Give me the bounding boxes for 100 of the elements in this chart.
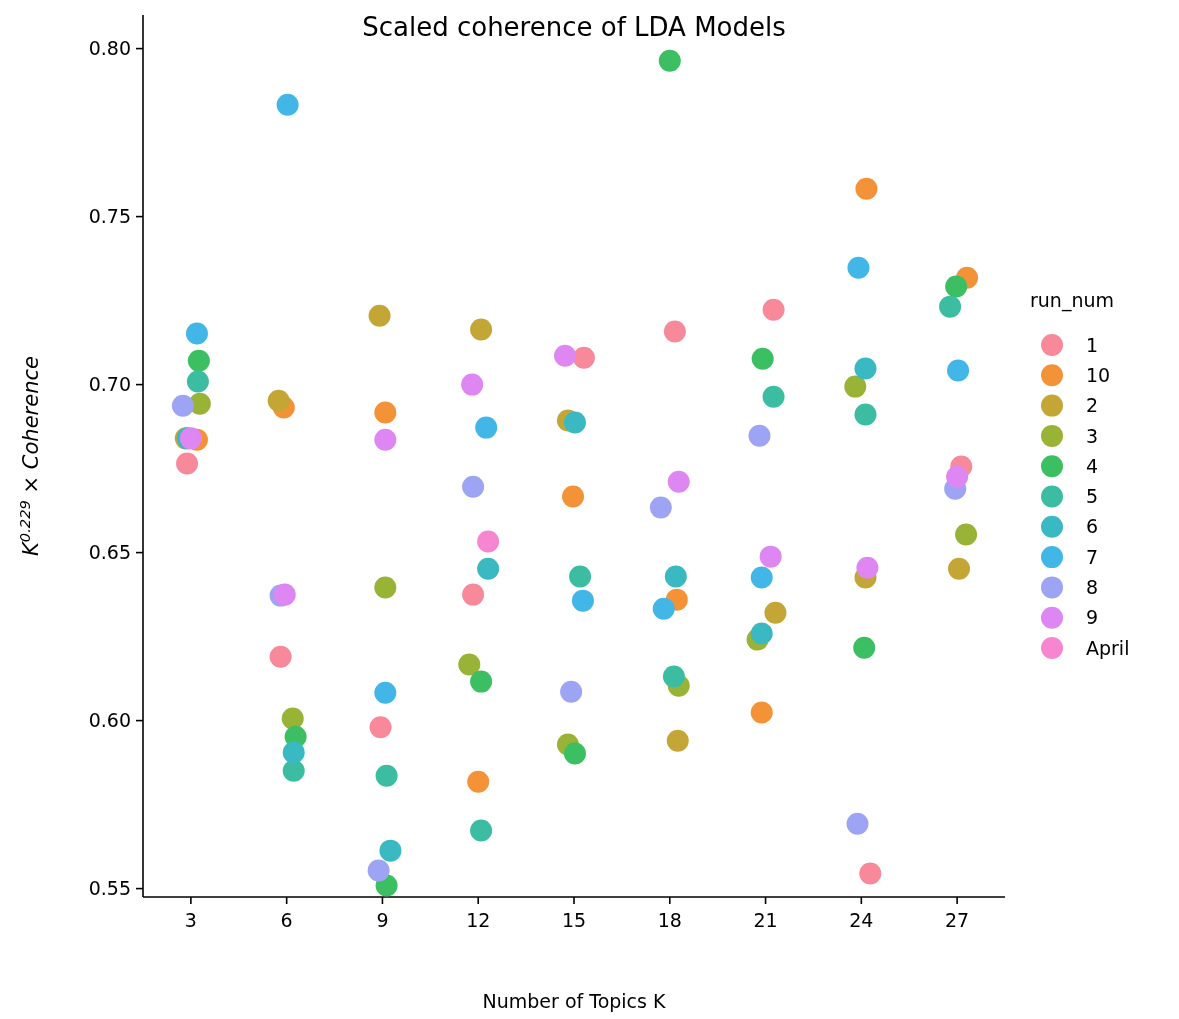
point — [282, 741, 305, 764]
point — [379, 839, 402, 862]
point — [282, 759, 305, 782]
point — [267, 389, 290, 412]
point — [751, 347, 774, 370]
point — [658, 49, 681, 72]
point — [847, 256, 870, 279]
point — [367, 859, 390, 882]
point — [186, 370, 209, 393]
point — [844, 375, 867, 398]
y-tick-label: 0.55 — [88, 877, 131, 900]
legend-label: 2 — [1086, 394, 1099, 417]
y-tick-label: 0.65 — [88, 541, 131, 564]
point — [185, 322, 208, 345]
point — [764, 601, 787, 624]
x-tick-label: 15 — [561, 909, 587, 931]
point — [171, 394, 194, 417]
point — [750, 622, 773, 645]
point — [369, 716, 392, 739]
point — [750, 701, 773, 724]
point — [462, 583, 485, 606]
point — [748, 424, 771, 447]
point — [569, 565, 592, 588]
point — [458, 653, 481, 676]
y-tick-label: 0.75 — [88, 205, 131, 228]
point — [477, 530, 500, 553]
point — [662, 665, 685, 688]
point — [854, 403, 877, 426]
point — [652, 597, 675, 620]
point — [946, 465, 969, 488]
legend-label: 8 — [1086, 576, 1099, 599]
point — [856, 556, 879, 579]
point — [374, 576, 397, 599]
x-axis-title: Number of Topics K — [482, 990, 666, 1012]
point — [560, 680, 583, 703]
legend-label: 7 — [1086, 545, 1099, 568]
point — [762, 298, 785, 321]
point — [467, 770, 490, 793]
legend-label: 10 — [1086, 363, 1111, 386]
point — [939, 295, 962, 318]
point — [477, 557, 500, 580]
legend-label: 5 — [1086, 485, 1099, 508]
point — [563, 742, 586, 765]
x-tick-label: 24 — [849, 909, 874, 931]
point — [855, 177, 878, 200]
point — [945, 275, 968, 298]
point — [374, 681, 397, 704]
chart-title: Scaled coherence of LDA Models — [362, 12, 786, 42]
point — [948, 557, 971, 580]
point — [176, 452, 199, 475]
legend-title: run_num — [1030, 289, 1114, 312]
x-tick-label: 27 — [945, 909, 970, 931]
x-tick-label: 21 — [753, 909, 778, 931]
point — [649, 496, 672, 519]
point — [666, 729, 689, 752]
point — [470, 670, 493, 693]
y-tick-label: 0.70 — [88, 373, 131, 396]
point — [859, 862, 882, 885]
point — [276, 93, 299, 116]
legend-label: 9 — [1086, 606, 1099, 629]
point — [759, 545, 782, 568]
point — [375, 764, 398, 787]
y-tick-label: 0.60 — [88, 709, 131, 732]
point — [572, 346, 595, 369]
legend-label: 3 — [1086, 424, 1099, 447]
point — [663, 320, 686, 343]
x-tick-label: 6 — [280, 909, 293, 931]
point — [762, 385, 785, 408]
point — [269, 645, 292, 668]
legend-label: 4 — [1086, 454, 1099, 477]
point — [187, 349, 210, 372]
point — [664, 565, 687, 588]
point — [461, 373, 484, 396]
x-tick-label: 3 — [184, 909, 197, 931]
point — [562, 485, 585, 508]
x-tick-label: 18 — [657, 909, 682, 931]
point — [750, 566, 773, 589]
point — [368, 304, 391, 327]
x-tick-label: 12 — [466, 909, 491, 931]
point — [947, 359, 970, 382]
legend-label: 6 — [1086, 515, 1099, 538]
point — [470, 318, 493, 341]
point — [853, 636, 876, 659]
point — [667, 470, 690, 493]
point — [563, 411, 586, 434]
point — [571, 589, 594, 612]
legend-label: 1 — [1086, 333, 1099, 356]
point — [846, 812, 869, 835]
x-tick-label: 9 — [376, 909, 389, 931]
point — [470, 819, 493, 842]
point — [854, 357, 877, 380]
point — [374, 401, 397, 424]
point — [475, 416, 498, 439]
y-tick-label: 0.80 — [88, 37, 131, 60]
point — [374, 428, 397, 451]
point — [955, 523, 978, 546]
point — [462, 475, 485, 498]
point — [281, 707, 304, 730]
point — [554, 344, 577, 367]
legend-label: April — [1086, 636, 1130, 659]
